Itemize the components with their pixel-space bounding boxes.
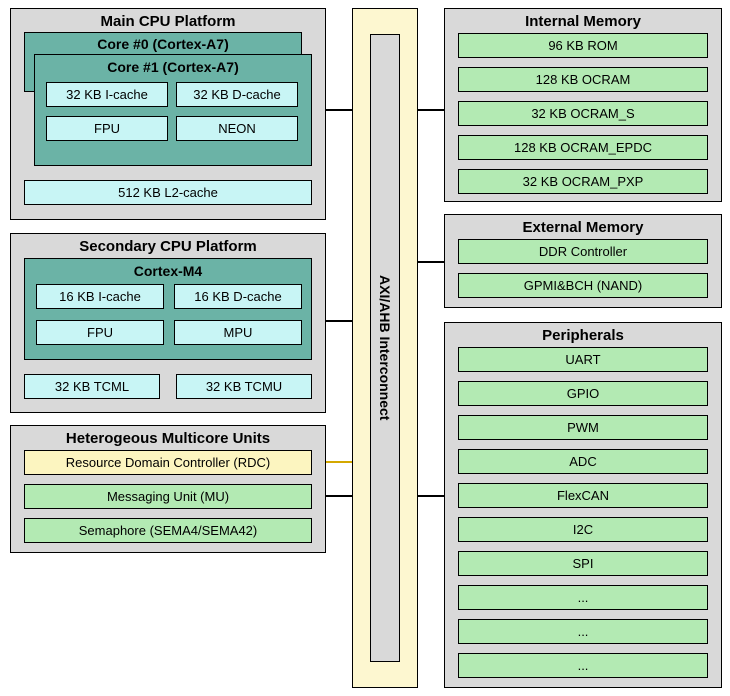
tcm-0: 32 KB TCML — [24, 374, 160, 399]
peripherals-item-3: ADC — [458, 449, 708, 474]
core-0-label: Core #0 (Cortex-A7) — [25, 33, 301, 52]
peripherals-item-0: UART — [458, 347, 708, 372]
internal-memory-item-4: 32 KB OCRAM_PXP — [458, 169, 708, 194]
m4-item-1: 16 KB D-cache — [174, 284, 302, 309]
hetero-item-1: Messaging Unit (MU) — [24, 484, 312, 509]
external-memory-title: External Memory — [445, 215, 721, 236]
hetero-units-title: Heterogeous Multicore Units — [11, 426, 325, 447]
external-memory-item-1: GPMI&BCH (NAND) — [458, 273, 708, 298]
internal-memory-title: Internal Memory — [445, 9, 721, 30]
internal-memory-item-1: 128 KB OCRAM — [458, 67, 708, 92]
peripherals-title: Peripherals — [445, 323, 721, 344]
interconnect-label: AXI/AHB Interconnect — [377, 275, 393, 420]
core-1: Core #1 (Cortex-A7) — [34, 54, 312, 166]
core1-item-1: 32 KB D-cache — [176, 82, 298, 107]
peripherals-item-5: I2C — [458, 517, 708, 542]
internal-memory-item-0: 96 KB ROM — [458, 33, 708, 58]
m4-item-2: FPU — [36, 320, 164, 345]
peripherals-item-7: ... — [458, 585, 708, 610]
external-memory-item-0: DDR Controller — [458, 239, 708, 264]
peripherals-item-6: SPI — [458, 551, 708, 576]
core1-item-3: NEON — [176, 116, 298, 141]
peripherals-item-9: ... — [458, 653, 708, 678]
secondary-cpu-platform-title: Secondary CPU Platform — [11, 234, 325, 255]
core1-item-2: FPU — [46, 116, 168, 141]
core1-item-0: 32 KB I-cache — [46, 82, 168, 107]
peripherals-item-4: FlexCAN — [458, 483, 708, 508]
core-1-label: Core #1 (Cortex-A7) — [35, 55, 311, 75]
internal-memory-item-2: 32 KB OCRAM_S — [458, 101, 708, 126]
internal-memory-item-3: 128 KB OCRAM_EPDC — [458, 135, 708, 160]
hetero-item-2: Semaphore (SEMA4/SEMA42) — [24, 518, 312, 543]
main-cpu-platform-title: Main CPU Platform — [11, 9, 325, 30]
l2-cache: 512 KB L2-cache — [24, 180, 312, 205]
cortex-m4-label: Cortex-M4 — [25, 259, 311, 279]
peripherals-item-1: GPIO — [458, 381, 708, 406]
interconnect-inner: AXI/AHB Interconnect — [370, 34, 400, 662]
m4-item-3: MPU — [174, 320, 302, 345]
peripherals-item-8: ... — [458, 619, 708, 644]
peripherals-item-2: PWM — [458, 415, 708, 440]
tcm-1: 32 KB TCMU — [176, 374, 312, 399]
m4-item-0: 16 KB I-cache — [36, 284, 164, 309]
hetero-item-0: Resource Domain Controller (RDC) — [24, 450, 312, 475]
